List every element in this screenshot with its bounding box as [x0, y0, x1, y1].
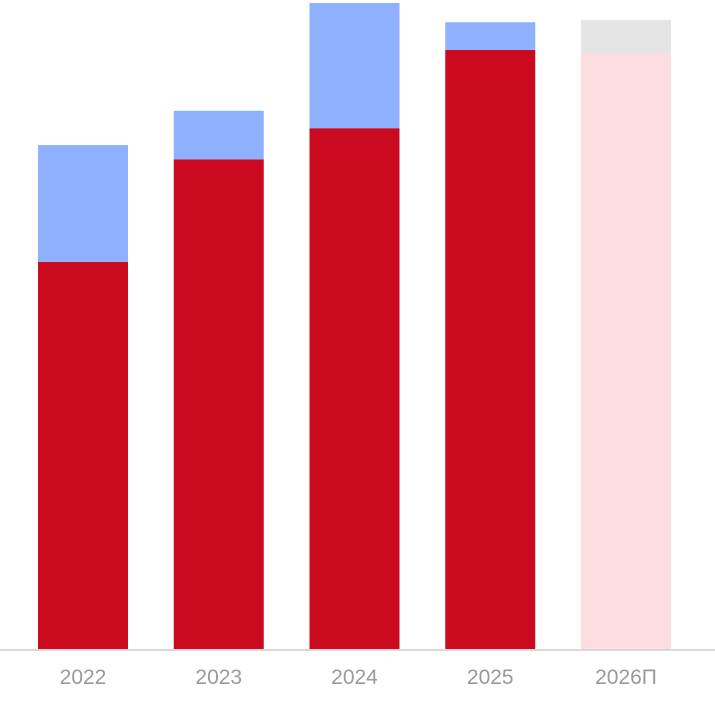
x-tick-label-2024: 2024 [331, 666, 378, 689]
bar-2025-series-1 [445, 49, 536, 650]
bar-2024-series-1 [309, 128, 400, 650]
bar-2022-series-1 [38, 261, 128, 650]
bars-layer [38, 3, 671, 651]
x-tick-label-2025: 2025 [467, 666, 514, 689]
x-tick-label-2026П: 2026П [595, 666, 657, 689]
bar-2025-series-2 [445, 22, 536, 50]
x-axis-tick-labels: 2022 2023 2024 2025 2026П [60, 666, 657, 689]
bar-2023-series-2 [173, 110, 264, 160]
bar-2022-series-2 [38, 145, 128, 262]
x-tick-label-2022: 2022 [60, 666, 107, 689]
bar-2026П-series-1 [581, 53, 671, 650]
bar-2024-series-2 [309, 3, 400, 129]
bar-2023-series-1 [173, 159, 264, 651]
bar-2026П-series-2 [581, 19, 671, 54]
x-tick-label-2023: 2023 [195, 666, 242, 689]
